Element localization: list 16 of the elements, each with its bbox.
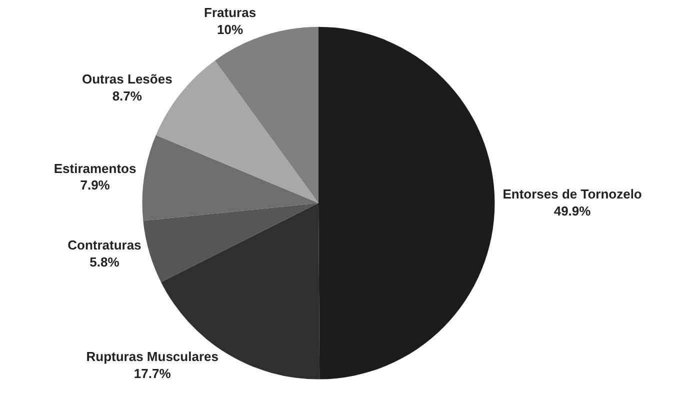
slice-label: Fraturas [204, 5, 256, 20]
data-label: 17.7% [134, 366, 172, 381]
pie-slice [318, 26, 494, 380]
data-label: 8.7% [112, 88, 142, 104]
pie-slice [142, 135, 318, 221]
slice-label: Outras Lesões [82, 72, 172, 87]
data-label: 7.9% [80, 178, 110, 193]
data-label: 5.8% [90, 254, 120, 270]
data-label: 49.9% [554, 203, 592, 218]
pie-slice [214, 26, 318, 204]
slice-label: Rupturas Musculares [86, 348, 218, 364]
data-label: 10% [217, 22, 244, 37]
pie-slice [143, 203, 318, 282]
slice-label: Contraturas [68, 238, 142, 253]
slice-label: Entorses de Tornozelo [502, 186, 642, 202]
slice-label: Estiramentos [54, 160, 136, 176]
